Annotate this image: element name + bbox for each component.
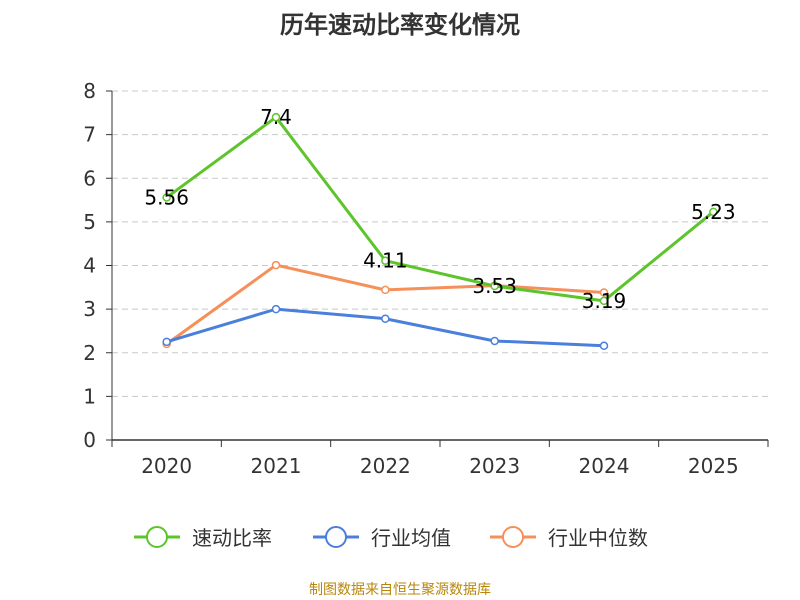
data-label: 3.53 xyxy=(472,274,517,298)
data-point xyxy=(381,256,390,265)
data-label: 5.56 xyxy=(144,185,189,209)
series-group xyxy=(162,112,718,351)
legend-label: 行业中位数 xyxy=(548,526,648,550)
legend-marker xyxy=(146,526,168,548)
data-label: 7.4 xyxy=(260,105,292,129)
series-line xyxy=(165,263,606,346)
data-point xyxy=(490,336,499,346)
y-tick-label: 6 xyxy=(83,166,96,190)
y-tick-label: 8 xyxy=(83,79,96,103)
axes: 0 1 2 3 4 5 6 7 8 2020 2021 2022 2023 2024 2025 xyxy=(83,79,769,478)
data-point xyxy=(599,288,609,297)
legend-marker xyxy=(325,526,347,548)
x-tick-label: 2025 xyxy=(688,454,739,478)
data-point xyxy=(381,314,390,323)
data-point xyxy=(490,281,499,291)
legend-item: 行业均值 xyxy=(313,526,451,550)
y-tick-label: 2 xyxy=(83,341,96,365)
data-label: 3.19 xyxy=(582,289,627,313)
x-tick-label: 2023 xyxy=(469,454,520,478)
data-labels: 5.56 7.4 4.11 3.53 3.19 5.23 xyxy=(144,105,735,313)
data-label: 4.11 xyxy=(363,249,408,273)
data-point xyxy=(599,296,609,306)
data-point xyxy=(709,207,718,217)
chart-title: 历年速动比率变化情况 xyxy=(280,11,520,39)
y-tick-label: 5 xyxy=(83,210,96,234)
legend: 速动比率 行业均值 行业中位数 xyxy=(134,526,648,550)
source-note: 制图数据来自恒生聚源数据库 xyxy=(309,582,491,598)
y-tick-label: 0 xyxy=(83,428,96,452)
data-point xyxy=(599,341,609,351)
grid-lines xyxy=(112,90,768,397)
legend-marker xyxy=(502,526,524,548)
x-tick-label: 2020 xyxy=(141,454,192,478)
legend-label: 速动比率 xyxy=(192,526,272,550)
data-point xyxy=(271,304,281,314)
data-point xyxy=(162,193,171,202)
data-point xyxy=(162,337,171,347)
x-tick-label: 2021 xyxy=(251,454,302,478)
data-point xyxy=(271,112,281,122)
legend-item: 行业中位数 xyxy=(490,526,648,550)
data-point xyxy=(381,285,390,295)
y-tick-label: 3 xyxy=(83,297,96,321)
x-tick-label: 2024 xyxy=(579,454,630,478)
y-tick-label: 4 xyxy=(83,254,96,278)
legend-item: 速动比率 xyxy=(134,526,272,550)
data-label: 5.23 xyxy=(691,200,736,224)
legend-label: 行业均值 xyxy=(371,526,451,550)
series-line xyxy=(165,115,715,303)
x-tick-label: 2022 xyxy=(360,454,411,478)
y-tick-label: 1 xyxy=(83,384,96,408)
y-tick-label: 7 xyxy=(83,123,96,147)
data-point xyxy=(271,260,281,270)
